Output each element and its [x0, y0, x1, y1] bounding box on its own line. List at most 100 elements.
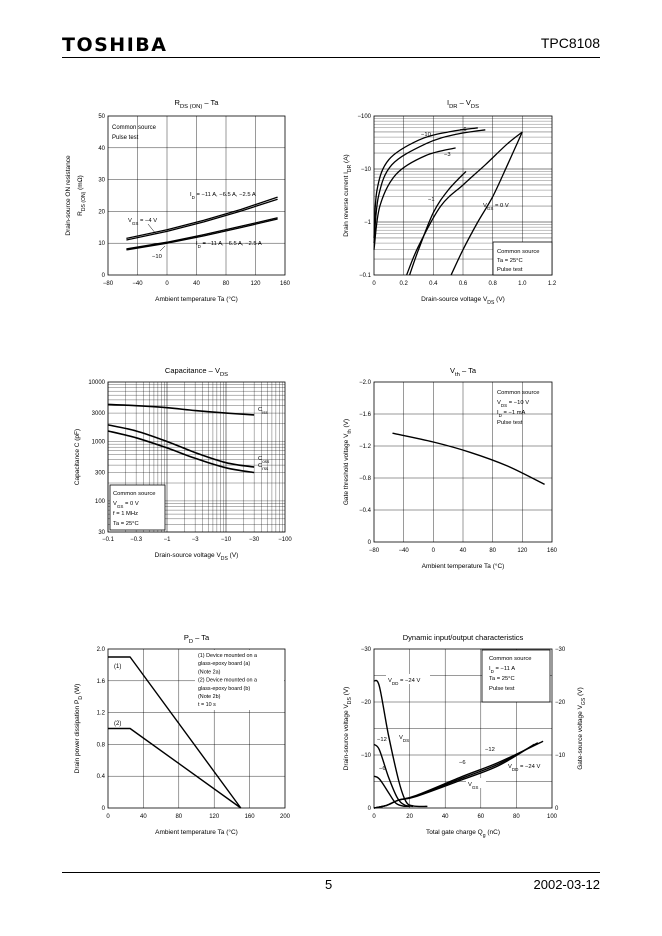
x-tick-label: 0: [165, 281, 169, 287]
y-axis-label: Drain reverse current IDR (A): [343, 154, 353, 236]
y-axis-label-right: Gate-source voltage VGS (V): [577, 687, 587, 770]
note-line: ID = −1 mA: [497, 410, 526, 418]
chart-title: IDR – VDS: [447, 98, 479, 110]
annotation-leader: [159, 245, 166, 252]
annotation: ID = −11 A, −6.5 A, −2.5 A: [196, 241, 262, 249]
annotation: (1): [114, 664, 121, 670]
series-layer: [107, 127, 545, 809]
x-tick-label: −80: [369, 548, 380, 554]
series-line: [126, 196, 278, 240]
y-axis-label: Drain power dissipation PD (W): [74, 684, 84, 774]
note-line: Pulse test: [497, 267, 523, 273]
x-axis-label: Ambient temperature Ta (°C): [155, 828, 238, 836]
note-line: Ta = 25°C: [489, 676, 515, 682]
note-line: Common source: [112, 125, 157, 131]
y-tick-label: 3000: [92, 411, 106, 417]
series-line: [107, 424, 255, 468]
x-tick-label: 0: [432, 548, 436, 554]
x-tick-label: −0.3: [130, 537, 143, 543]
note-line: VGS = 0 V: [113, 501, 139, 509]
note-line: ID = −11 A: [489, 666, 515, 674]
annotation: −6: [379, 766, 386, 772]
y-tick-label: −1.2: [359, 444, 372, 450]
y-tick-label: 0: [102, 806, 106, 812]
x-tick-label: 1.0: [518, 281, 527, 287]
label-bg: [466, 778, 486, 788]
note-line: VDS = −10 V: [497, 400, 529, 408]
y-tick-label-right: −20: [555, 700, 566, 706]
x-tick-label: −40: [132, 281, 143, 287]
x-tick-label: 160: [280, 281, 291, 287]
note-box: [109, 484, 166, 531]
y-tick-label: 30: [98, 530, 105, 536]
y-tick-label: 50: [98, 114, 105, 120]
x-tick-label: −100: [278, 537, 292, 543]
grid-layer: [107, 115, 553, 809]
note-line: Pulse test: [112, 135, 139, 141]
note-line: Ta = 25°C: [497, 258, 523, 264]
x-tick-label: 80: [489, 548, 496, 554]
text-layer: RDS (ON) – Ta −80 −40 0 40 80 120 160 0 10 20 30 40 5…: [65, 98, 587, 839]
annotation: −6: [460, 127, 467, 133]
x-tick-label: −30: [249, 537, 260, 543]
y-tick-label: 40: [98, 146, 105, 152]
y-tick-label: 300: [95, 471, 106, 477]
x-tick-label: 0: [372, 814, 376, 820]
x-axis-label: Ambient temperature Ta (°C): [422, 562, 505, 570]
note-line: (Note 2b): [198, 694, 221, 700]
y-tick-label: 1.6: [97, 679, 106, 685]
annotation: −12: [485, 747, 495, 753]
series-line: [392, 432, 545, 486]
plot-frame: [107, 381, 286, 533]
y-tick-label: −10: [361, 753, 372, 759]
x-tick-label: 0: [372, 281, 376, 287]
y-tick-label: −0.1: [359, 273, 372, 279]
y-tick-label: 0: [368, 540, 372, 546]
x-tick-label: 40: [193, 281, 200, 287]
y-tick-label: 0: [368, 806, 372, 812]
header-rule: [62, 57, 600, 58]
y-axis-label: Drain-source ON resistance: [65, 155, 72, 236]
note-line: t = 10 s: [198, 702, 216, 708]
annotation: VGS = −4 V: [128, 218, 157, 226]
annotation: Crss: [258, 463, 269, 471]
annotation: ID = −11 A, −6.5 A, −2.5 A: [190, 192, 256, 200]
x-tick-label: 0.4: [429, 281, 438, 287]
y-tick-label: −0.4: [359, 508, 372, 514]
series-line: [405, 131, 523, 276]
annotation: Ciss: [258, 407, 268, 415]
page-number: 5: [325, 877, 333, 892]
y-axis-label-2: RDS (ON) (mΩ): [77, 175, 87, 216]
series-line: [107, 403, 255, 416]
y-tick-label: 0: [102, 273, 106, 279]
note-line: glass-epoxy board (a): [198, 661, 250, 667]
annotation: Coss: [258, 456, 270, 464]
annotation: −1: [428, 197, 435, 203]
series-line: [108, 656, 242, 809]
series-line: [373, 147, 456, 250]
annotation: −3: [444, 152, 451, 158]
y-tick-label: −0.8: [359, 476, 372, 482]
y-tick-label: 100: [95, 499, 106, 505]
plot-frame: [373, 115, 553, 276]
y-tick-label: 20: [98, 209, 105, 215]
x-tick-label: 80: [175, 814, 182, 820]
series-line: [373, 743, 414, 808]
x-tick-label: −1: [164, 537, 172, 543]
x-axis-label: Drain-source voltage VDS (V): [155, 552, 239, 562]
series-line: [373, 775, 410, 808]
y-tick-label: 10: [98, 241, 105, 247]
x-tick-label: 120: [209, 814, 220, 820]
note-line: f = 1 MHz: [113, 511, 138, 517]
x-tick-label: 100: [547, 814, 558, 820]
plot-frame: [107, 115, 286, 276]
note-line: (1) Device mounted on a: [198, 653, 257, 659]
series-line: [107, 430, 255, 474]
series-line: [373, 127, 478, 239]
toshiba-logo: TOSHIBA: [62, 34, 168, 56]
y-tick-label: −2.0: [359, 380, 372, 386]
x-tick-label: 20: [406, 814, 413, 820]
x-tick-label: 40: [460, 548, 467, 554]
series-line: [373, 742, 539, 809]
chart-title: Vth – Ta: [450, 366, 477, 378]
